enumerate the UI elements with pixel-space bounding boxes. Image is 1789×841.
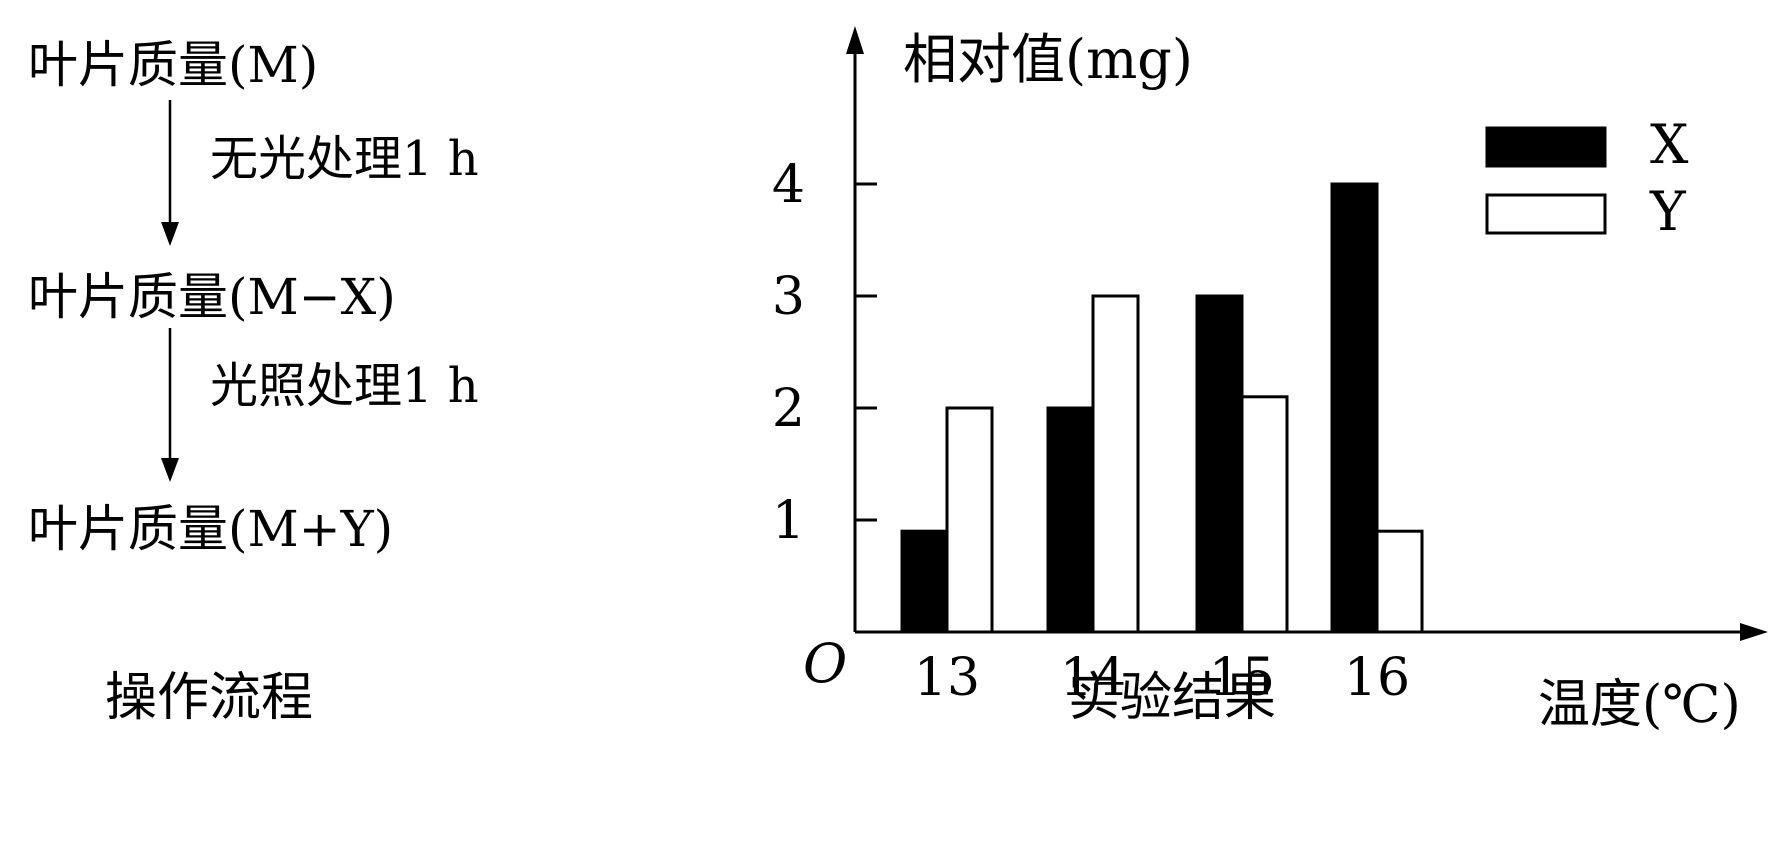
legend-swatch-y bbox=[1485, 193, 1607, 235]
flow-state-3: 叶片质量(M+Y) bbox=[28, 500, 394, 558]
bar-y-13 bbox=[945, 406, 994, 634]
flow-state-1: 叶片质量(M) bbox=[28, 36, 319, 94]
flow-arrow-1 bbox=[161, 100, 179, 246]
flow-step-1: 无光处理1 h bbox=[210, 131, 479, 187]
legend-swatch-x bbox=[1485, 126, 1607, 168]
legend-label-x: X bbox=[1650, 113, 1689, 176]
bar-y-16 bbox=[1375, 529, 1424, 634]
chart-legend: XY bbox=[1485, 113, 1689, 243]
x-tick-label: 14 bbox=[1060, 648, 1126, 708]
flow-arrow-2 bbox=[161, 328, 179, 482]
chart-caption: 实验结果 bbox=[1068, 668, 1277, 728]
bar-x-14 bbox=[1046, 406, 1095, 634]
y-tick-label: 4 bbox=[772, 155, 805, 215]
x-tick-label: 16 bbox=[1344, 648, 1410, 708]
bar-x-16 bbox=[1330, 182, 1379, 634]
y-tick-label: 3 bbox=[772, 267, 805, 327]
bar-y-14 bbox=[1091, 294, 1140, 634]
chart-axes: 相对值(mg) 温度(℃) O bbox=[803, 26, 1768, 735]
x-tick-label: 13 bbox=[914, 648, 980, 708]
y-tick-label: 2 bbox=[772, 379, 805, 439]
flow-step-2: 光照处理1 h bbox=[210, 358, 479, 414]
x-tick-label: 15 bbox=[1209, 648, 1275, 708]
chart-ticks: 1 2 3 4 13 14 15 16 bbox=[772, 155, 1410, 708]
flow-caption: 操作流程 bbox=[105, 668, 314, 728]
bar-y-15 bbox=[1240, 395, 1289, 634]
x-axis-arrow bbox=[1740, 623, 1768, 641]
flow-state-2: 叶片质量(M−X) bbox=[28, 268, 396, 326]
y-axis-arrow bbox=[846, 26, 864, 54]
bar-x-13 bbox=[900, 529, 949, 634]
y-axis-label: 相对值(mg) bbox=[903, 28, 1193, 91]
legend-label-y: Y bbox=[1649, 180, 1687, 243]
x-axis-label: 温度(℃) bbox=[1538, 675, 1741, 735]
origin-label: O bbox=[803, 632, 847, 695]
chart-bars bbox=[900, 182, 1424, 634]
y-tick-label: 1 bbox=[772, 491, 805, 551]
bar-x-15 bbox=[1195, 294, 1244, 634]
